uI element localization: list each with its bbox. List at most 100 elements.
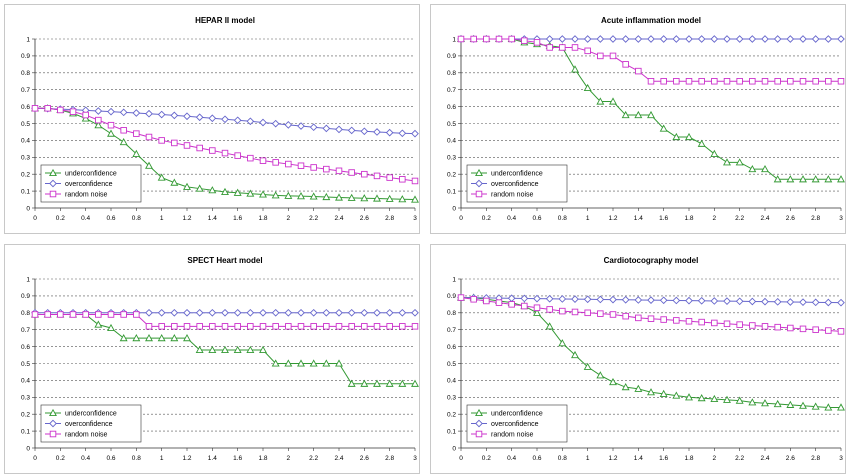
data-point — [271, 119, 280, 128]
data-point — [837, 328, 845, 335]
data-point — [247, 323, 254, 330]
y-tick-label: 0.2 — [447, 412, 456, 419]
data-point — [811, 402, 820, 410]
data-point — [761, 297, 769, 306]
data-point — [233, 308, 242, 317]
chart-spect-heart: SPECT Heart model 0 0.1 0.2 0.3 0.4 0.5 0.6 0.7 0… — [21, 256, 419, 462]
data-point — [647, 296, 655, 304]
data-point — [824, 35, 833, 43]
data-point — [385, 194, 394, 202]
data-point — [259, 323, 267, 330]
legend-label-overconfidence: overconfidence — [65, 421, 113, 428]
data-point — [710, 35, 719, 43]
data-point — [323, 323, 330, 330]
data-point — [723, 77, 731, 85]
data-point — [221, 187, 229, 195]
data-point — [373, 308, 381, 317]
legend: underconfidence overconfidence random nois… — [466, 404, 568, 443]
data-point — [735, 35, 744, 43]
data-point — [132, 334, 141, 342]
data-point — [309, 123, 318, 132]
data-point — [647, 35, 655, 43]
y-tick-label: 0.6 — [21, 344, 30, 351]
data-point — [659, 35, 668, 43]
data-point — [799, 77, 807, 85]
data-point — [596, 97, 605, 105]
data-point — [208, 114, 217, 123]
data-point — [723, 395, 731, 403]
data-point — [285, 323, 292, 330]
chart-panel-cardiotocography: Cardiotocography model 0 0.1 0.2 0.3 0.4 0.5 0.… — [430, 244, 846, 474]
data-point — [373, 323, 381, 330]
x-tick-label: 0.8 — [132, 455, 141, 462]
data-point — [348, 169, 355, 176]
data-point — [170, 111, 179, 120]
series-random-noise — [31, 311, 419, 330]
data-point — [411, 129, 419, 138]
data-point — [609, 35, 617, 43]
x-tick-label: 3 — [839, 455, 843, 462]
data-point — [583, 362, 592, 370]
data-point — [221, 308, 229, 317]
x-tick-label: 2 — [287, 455, 291, 462]
y-tick-label: 0.9 — [447, 293, 456, 300]
data-point — [399, 323, 406, 330]
data-point — [386, 323, 393, 330]
data-point — [698, 77, 705, 85]
data-point — [736, 77, 743, 85]
chart-title: Acute inflammation model — [601, 16, 701, 25]
data-point — [774, 77, 781, 85]
data-point — [360, 308, 369, 317]
data-point — [748, 164, 757, 173]
data-point — [697, 139, 706, 147]
data-point — [411, 379, 419, 387]
x-tick-label: 0.2 — [482, 215, 491, 222]
y-tick-label: 0 — [26, 445, 30, 452]
data-point — [196, 144, 203, 152]
data-point — [195, 345, 204, 354]
data-point — [284, 121, 293, 129]
data-point — [385, 308, 394, 317]
data-point — [171, 139, 178, 147]
data-point — [145, 109, 153, 118]
data-point — [583, 295, 592, 304]
data-point — [824, 298, 833, 307]
data-point — [799, 298, 807, 306]
legend-marker — [49, 419, 57, 428]
y-tick-label: 1 — [452, 36, 456, 43]
data-point — [495, 35, 503, 43]
data-point — [596, 35, 605, 43]
x-tick-label: 3 — [839, 215, 843, 222]
data-point — [31, 105, 39, 112]
data-point — [597, 52, 604, 60]
legend-marker — [475, 168, 483, 177]
data-point — [786, 298, 795, 306]
x-tick-label: 2.2 — [309, 215, 318, 222]
x-tick-label: 2 — [713, 455, 717, 462]
x-tick-label: 1.2 — [608, 455, 617, 462]
data-point — [748, 35, 757, 43]
data-point — [297, 192, 305, 200]
data-point — [622, 61, 629, 68]
x-tick-label: 2 — [713, 215, 717, 222]
data-point — [82, 111, 89, 119]
data-point — [335, 193, 343, 201]
legend-label-overconfidence: overconfidence — [65, 181, 113, 188]
data-point — [157, 173, 166, 181]
data-point — [120, 127, 127, 134]
data-point — [812, 77, 819, 85]
data-point — [660, 316, 667, 323]
y-tick-label: 0.6 — [21, 104, 30, 111]
data-point — [748, 297, 757, 306]
data-point — [145, 308, 153, 317]
data-point — [622, 312, 629, 320]
data-point — [309, 308, 318, 317]
data-point — [521, 302, 528, 310]
chart-title: HEPAR II model — [195, 16, 255, 25]
data-point — [672, 35, 681, 43]
data-point — [335, 125, 343, 134]
data-point — [711, 77, 718, 85]
data-point — [697, 296, 706, 305]
x-tick-label: 2.8 — [385, 455, 394, 462]
data-point — [272, 323, 279, 330]
